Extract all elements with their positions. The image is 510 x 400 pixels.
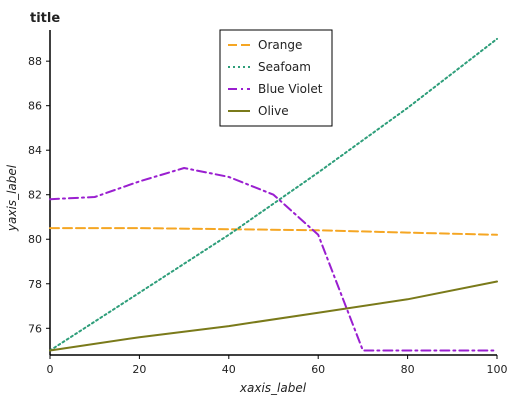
- y-tick-label: 88: [28, 55, 42, 68]
- x-axis-title: xaxis_label: [239, 381, 307, 395]
- legend-label-blue-violet: Blue Violet: [258, 82, 323, 96]
- x-tick-label: 80: [401, 363, 415, 376]
- axes: 76 78 80 82 84 86 88 0 20 40 60 80 100: [28, 30, 508, 376]
- legend: Orange Seafoam Blue Violet Olive: [219, 29, 333, 127]
- series-line-olive: [49, 280, 498, 352]
- y-tick-label: 76: [28, 322, 42, 335]
- series-line-seafoam: [49, 37, 498, 352]
- y-tick-label: 84: [28, 144, 42, 157]
- x-tick-label: 20: [132, 363, 146, 376]
- x-tick-label: 100: [487, 363, 508, 376]
- legend-label-seafoam: Seafoam: [258, 60, 311, 74]
- x-tick-label: 60: [311, 363, 325, 376]
- series-layer: [49, 37, 498, 352]
- y-tick-label: 80: [28, 233, 42, 246]
- y-tick-label: 78: [28, 278, 42, 291]
- legend-label-orange: Orange: [258, 38, 302, 52]
- y-tick-label: 82: [28, 189, 42, 202]
- legend-label-olive: Olive: [258, 104, 289, 118]
- x-tick-label: 0: [47, 363, 54, 376]
- y-tick-label: 86: [28, 100, 42, 113]
- x-tick-label: 40: [222, 363, 236, 376]
- chart-title: title: [30, 11, 60, 26]
- y-axis-title: yaxis_label: [5, 164, 19, 232]
- series-line-orange: [49, 227, 498, 236]
- series-line-blue-violet: [49, 167, 498, 352]
